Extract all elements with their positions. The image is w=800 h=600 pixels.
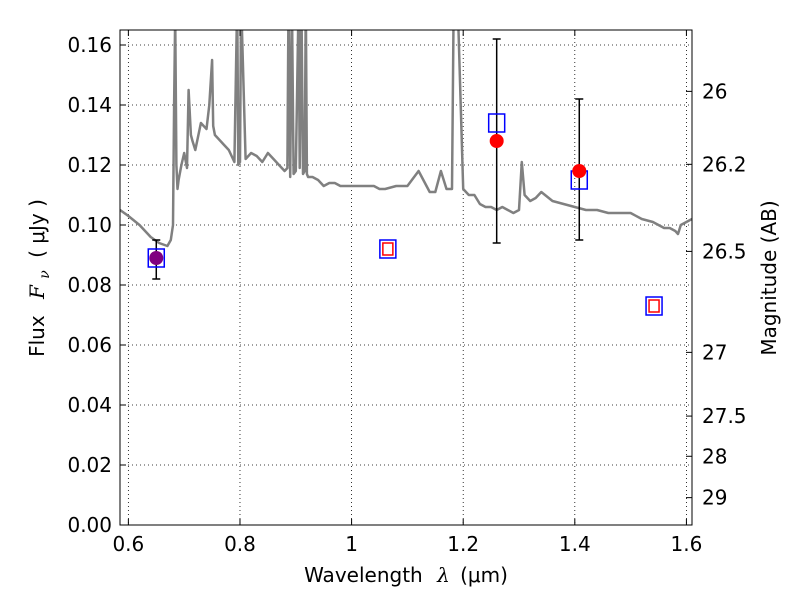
plot-frame bbox=[119, 29, 693, 526]
y-tick-label: 0.10 bbox=[67, 213, 112, 237]
model-photometry-square bbox=[147, 248, 166, 268]
x-tick-label: 0.8 bbox=[224, 532, 256, 556]
x-tick-label: 0.6 bbox=[112, 532, 144, 556]
y-tick-label: 0.12 bbox=[67, 153, 112, 177]
x-tick-label: 1.6 bbox=[671, 532, 703, 556]
x-axis-label: Wavelength λ (μm) bbox=[304, 563, 508, 587]
x-axis-label-unit: (μm) bbox=[460, 563, 508, 587]
right-tick-label: 27 bbox=[702, 340, 727, 364]
model-photometry-square bbox=[487, 113, 506, 133]
right-tick-label: 27.5 bbox=[702, 404, 747, 428]
right-tick-label: 26.5 bbox=[702, 239, 747, 263]
right-axis: 26 26.2 26.5 27 27.5 28 29 bbox=[686, 79, 747, 510]
model-spectrum-line bbox=[120, 30, 692, 248]
y-axis-label-symbol-sub: ν bbox=[37, 270, 53, 279]
y-tick-label: 0.00 bbox=[67, 513, 112, 537]
y-axis-label: Flux F ν ( μJy ) bbox=[25, 199, 54, 357]
right-axis-label: Magnitude (AB) bbox=[757, 200, 781, 355]
upper-limit-inner-square bbox=[648, 299, 660, 313]
y-tick-label: 0.14 bbox=[67, 93, 112, 117]
x-tick-label: 1.2 bbox=[447, 532, 479, 556]
x-axis-label-symbol: λ bbox=[436, 563, 450, 587]
model-photometry-square bbox=[379, 239, 397, 259]
observed-flux-point bbox=[572, 164, 587, 178]
right-tick-label: 26.2 bbox=[702, 152, 747, 176]
observed-flux-point bbox=[149, 251, 164, 265]
right-tick-label: 26 bbox=[702, 79, 727, 103]
x-axis-label-text: Wavelength bbox=[304, 563, 423, 587]
y-tick-label: 0.06 bbox=[67, 333, 112, 357]
x-axis: 0.6 0.8 1 1.2 1.4 1.6 bbox=[112, 30, 702, 556]
right-tick-label: 28 bbox=[702, 444, 727, 468]
x-tick-label: 1 bbox=[345, 532, 358, 556]
y-axis-label-text: Flux bbox=[25, 315, 49, 357]
model-photometry-square bbox=[645, 296, 663, 316]
plot-area bbox=[120, 30, 692, 316]
x-tick-label: 1.4 bbox=[559, 532, 591, 556]
right-tick-label: 29 bbox=[702, 486, 727, 510]
upper-limit-inner-square bbox=[382, 242, 394, 256]
y-axis-label-unit: ( μJy ) bbox=[25, 199, 49, 258]
y-axis-label-symbol: F bbox=[25, 284, 49, 300]
y-tick-label: 0.02 bbox=[67, 453, 112, 477]
observed-flux-point bbox=[489, 134, 504, 148]
y-axis: 0.00 0.02 0.04 0.06 0.08 0.10 0.12 0.14 0.16 bbox=[67, 33, 126, 537]
y-tick-label: 0.04 bbox=[67, 393, 112, 417]
y-tick-label: 0.16 bbox=[67, 33, 112, 57]
y-tick-label: 0.08 bbox=[67, 273, 112, 297]
